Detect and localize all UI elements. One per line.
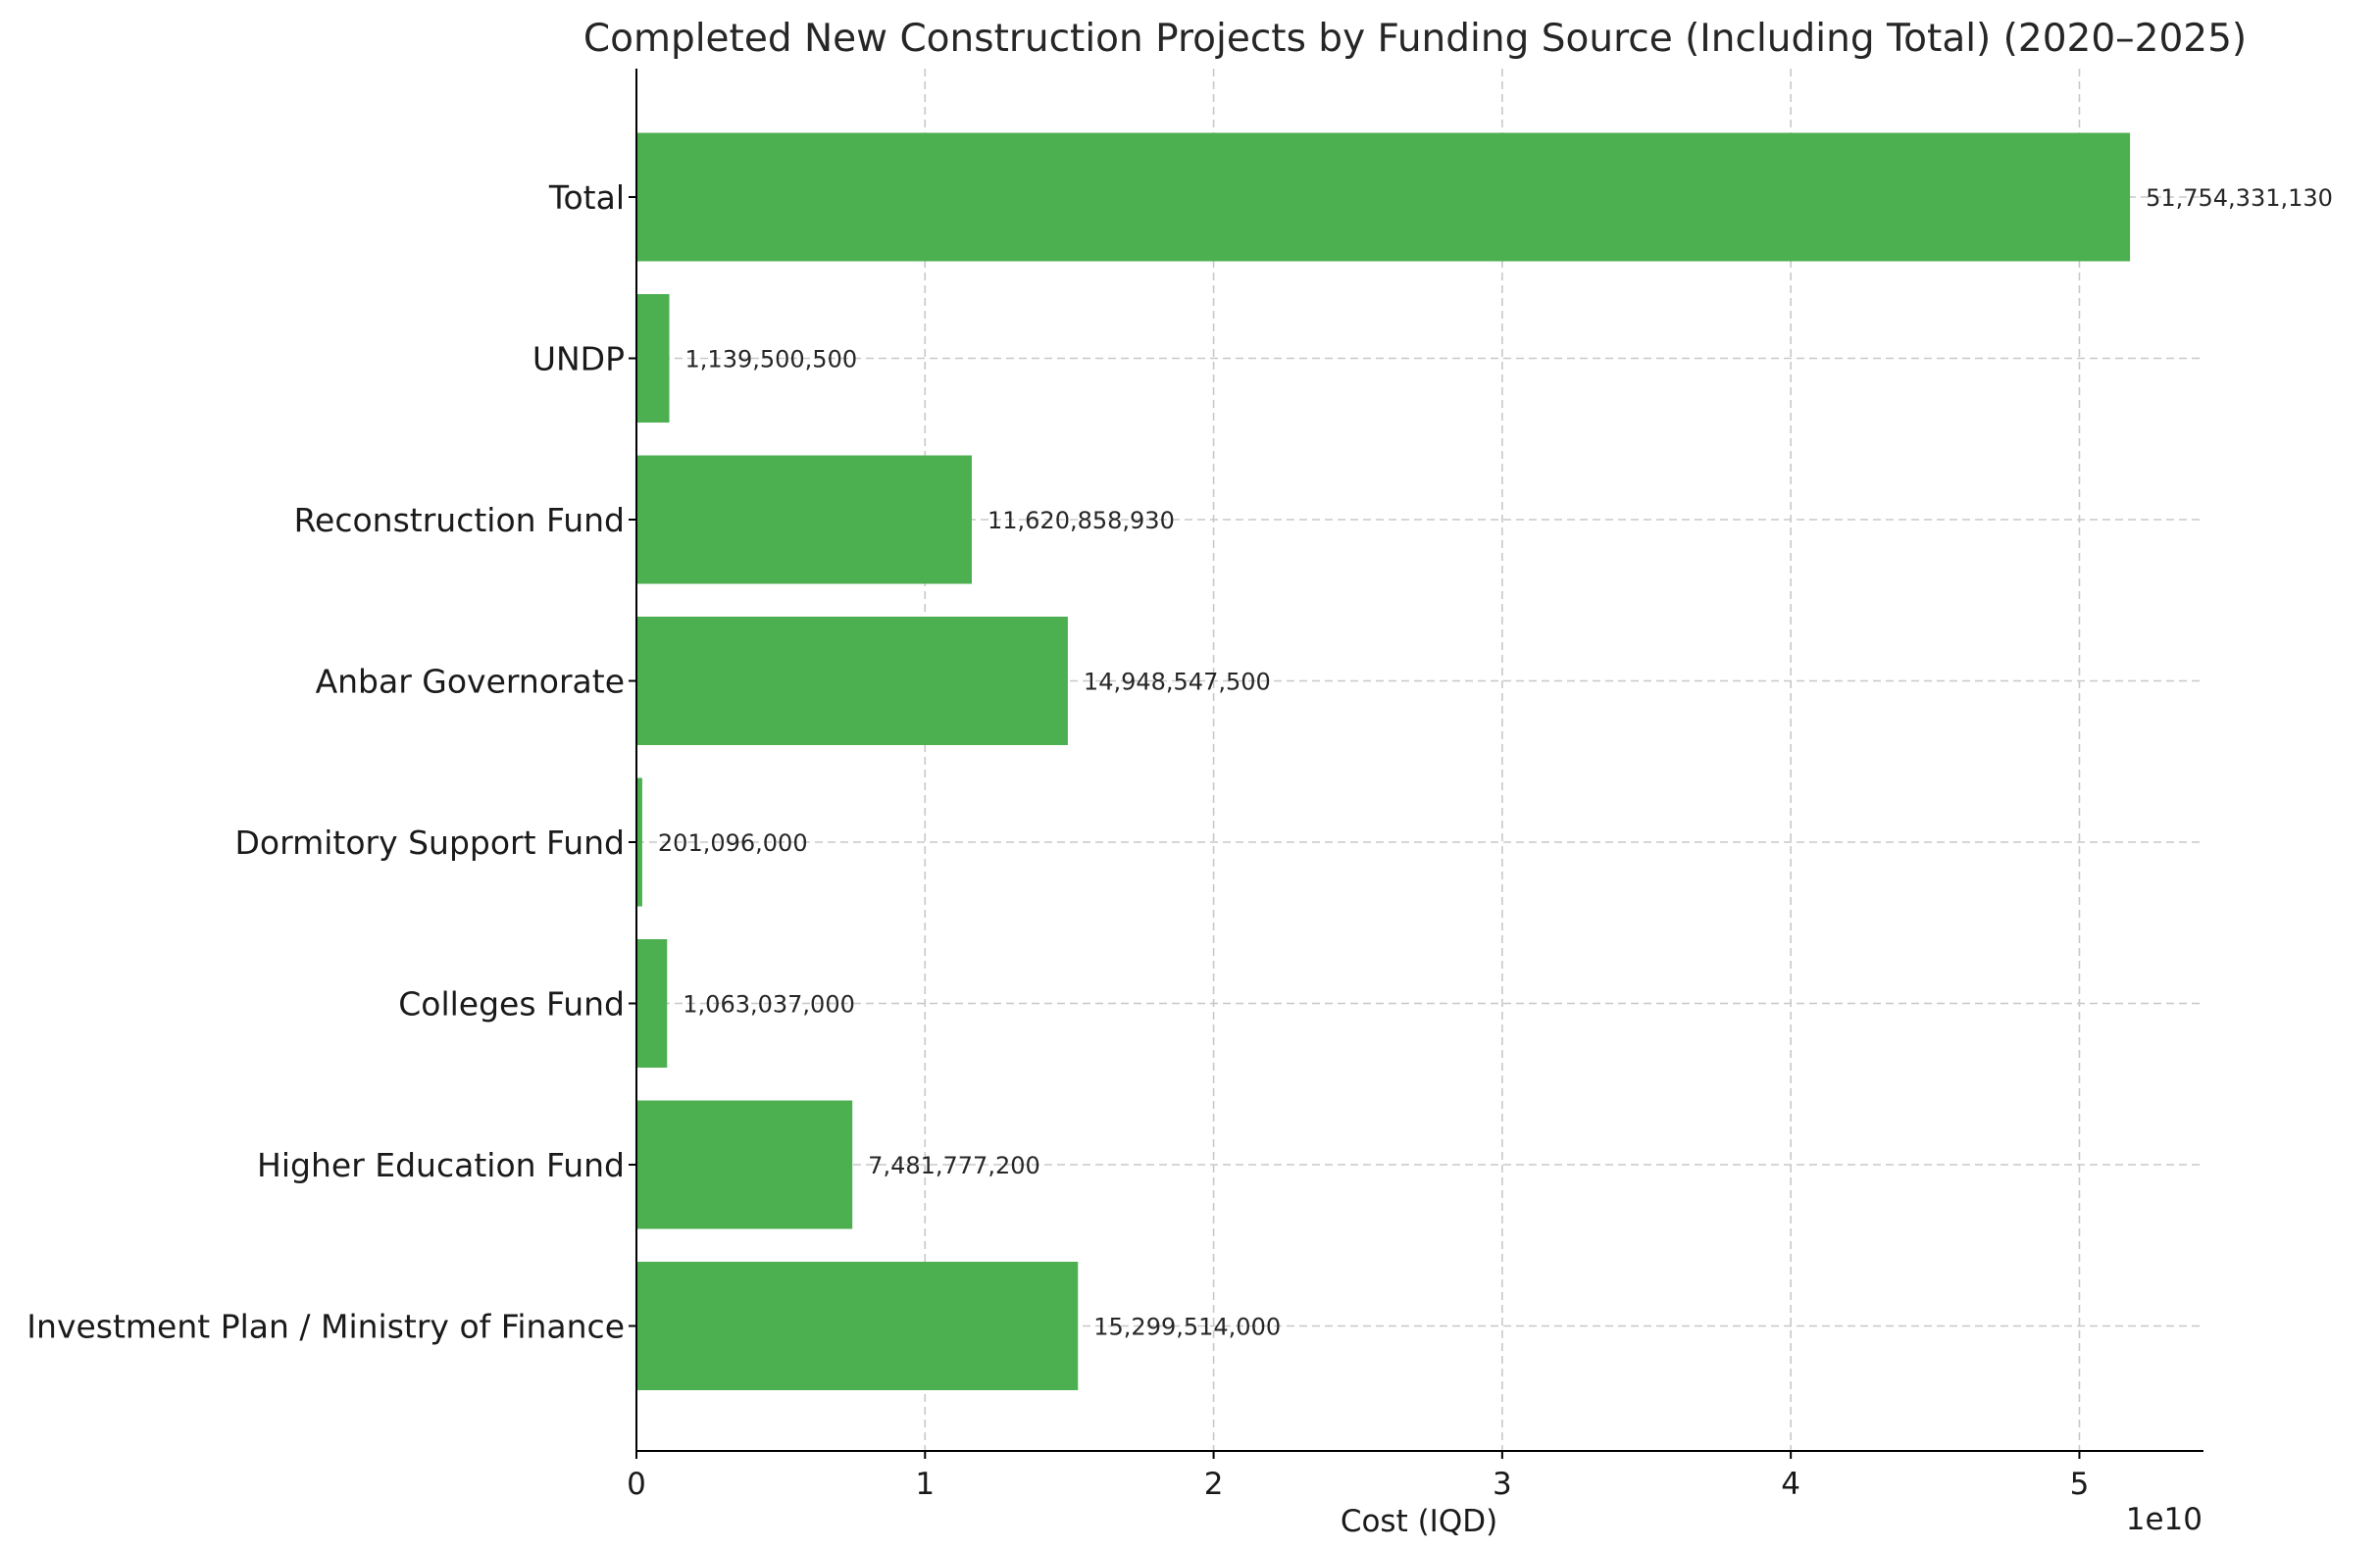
- bar: [636, 617, 1068, 745]
- bar-value-label: 201,096,000: [658, 829, 808, 857]
- bar: [636, 455, 972, 584]
- bar: [636, 1100, 853, 1229]
- bar: [636, 132, 2131, 262]
- bar-value-label: 14,948,547,500: [1084, 669, 1271, 696]
- x-tick-label: 3: [1493, 1467, 1512, 1502]
- category-label: Dormitory Support Fund: [234, 824, 625, 862]
- category-label: Colleges Fund: [398, 985, 625, 1024]
- x-axis-scale-label: 1e10: [2126, 1502, 2203, 1537]
- x-axis-title: Cost (IQD): [1341, 1504, 1497, 1539]
- category-label: Reconstruction Fund: [294, 501, 625, 539]
- bar-value-label: 1,139,500,500: [685, 346, 858, 374]
- bar: [636, 1262, 1079, 1390]
- bar-value-label: 11,620,858,930: [987, 507, 1175, 534]
- category-label: Higher Education Fund: [257, 1146, 625, 1184]
- category-label: UNDP: [532, 340, 625, 378]
- category-label: Investment Plan / Ministry of Finance: [26, 1308, 625, 1346]
- x-tick-label: 2: [1204, 1467, 1224, 1502]
- category-label: Total: [548, 178, 625, 217]
- bar: [636, 294, 670, 423]
- x-tick-label: 0: [627, 1467, 646, 1502]
- chart-title: Completed New Construction Projects by F…: [583, 17, 2247, 61]
- bars: [636, 132, 2131, 1390]
- bar: [636, 939, 668, 1068]
- bar-value-label: 1,063,037,000: [683, 991, 855, 1019]
- bar-value-label: 15,299,514,000: [1093, 1314, 1281, 1341]
- bar-value-label: 51,754,331,130: [2146, 184, 2333, 212]
- bar: [636, 777, 642, 907]
- bar-value-label: 7,481,777,200: [868, 1152, 1040, 1179]
- x-axis-ticks: 0 1 2 3 4 5: [627, 1451, 2089, 1502]
- x-tick-label: 1: [915, 1467, 935, 1502]
- grid-lines: [635, 69, 2203, 1451]
- category-label: Anbar Governorate: [316, 663, 625, 701]
- value-labels: 15,299,514,000 7,481,777,200 1,063,037,000…: [658, 184, 2333, 1341]
- x-tick-label: 4: [1781, 1467, 1800, 1502]
- category-labels: Investment Plan / Ministry of Finance Hig…: [26, 178, 636, 1346]
- x-tick-label: 5: [2070, 1467, 2090, 1502]
